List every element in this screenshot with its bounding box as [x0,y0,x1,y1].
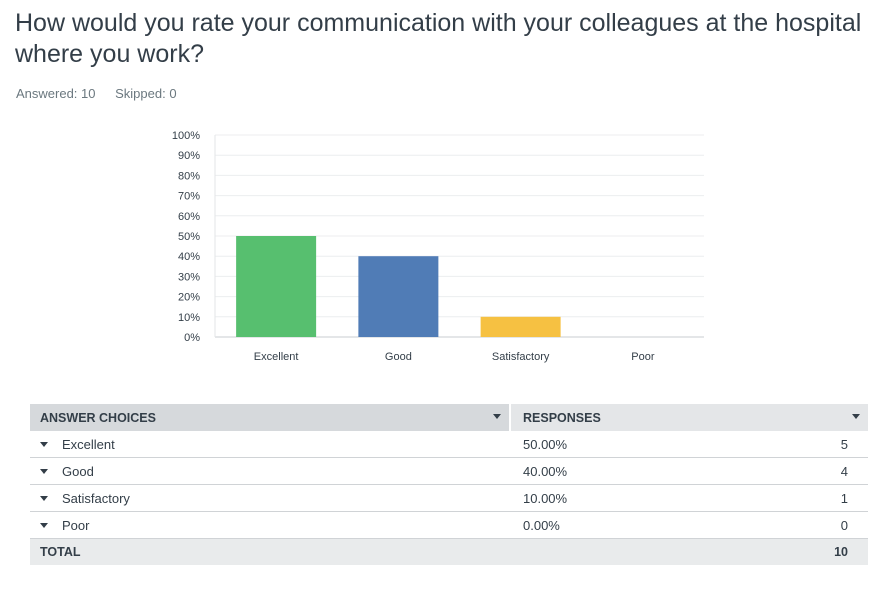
table-row: Excellent 50.00% 5 [30,431,868,458]
response-percent: 50.00% [523,436,568,452]
response-count: 0 [840,517,848,533]
y-tick-label: 0% [184,332,200,344]
bar-good[interactable] [358,256,439,337]
total-row: TOTAL 10 [30,539,868,565]
total-label: TOTAL [40,545,81,559]
choice-label: Poor [62,517,90,533]
bar-excellent[interactable] [236,236,317,337]
y-tick-label: 30% [178,271,200,283]
choice-label: Good [62,463,94,479]
y-tick-label: 60% [178,211,200,223]
table-row: Good 40.00% 4 [30,458,868,485]
y-tick-label: 80% [178,170,200,182]
response-count: 5 [840,436,848,452]
answered-count: Answered: 10 [16,86,96,101]
sort-caret-icon[interactable] [493,414,501,419]
y-tick-label: 100% [172,130,200,142]
table-row: Poor 0.00% 0 [30,512,868,539]
bar-chart: 0% 10% 20% 30% 40% 50% 60% 70% 80% 90% 100% Excelle… [160,124,720,374]
bar-chart-svg: 0% 10% 20% 30% 40% 50% 60% 70% 80% 90% 100% Excelle… [172,130,704,363]
choice-label: Excellent [62,436,115,452]
response-percent: 10.00% [523,490,568,506]
x-category-label: Excellent [254,351,299,363]
responses-header-label: RESPONSES [523,410,601,425]
question-title: How would you rate your communication wi… [15,9,862,68]
expand-caret-icon[interactable] [40,441,48,447]
expand-caret-icon[interactable] [40,522,48,528]
response-count: 1 [840,490,848,506]
bar-satisfactory[interactable] [480,316,561,337]
x-category-label: Good [385,351,412,363]
table-row: Satisfactory 10.00% 1 [30,485,868,512]
y-tick-label: 40% [178,251,200,263]
y-tick-label: 20% [178,292,200,304]
expand-caret-icon[interactable] [40,468,48,474]
responses-table: ANSWER CHOICES RESPONSES Excellent 50.00… [30,404,868,565]
x-category-label: Poor [631,351,655,363]
responses-header[interactable]: RESPONSES [511,404,868,431]
response-count: 4 [840,463,848,479]
response-percent: 40.00% [523,463,568,479]
choice-label: Satisfactory [62,490,130,506]
sort-caret-icon[interactable] [852,414,860,419]
y-tick-label: 10% [178,312,200,324]
y-tick-label: 70% [178,191,200,203]
skipped-count: Skipped: 0 [115,86,177,101]
x-category-label: Satisfactory [492,351,550,363]
answer-choices-header-label: ANSWER CHOICES [40,410,156,425]
y-tick-label: 90% [178,150,200,162]
total-value: 10 [834,545,848,559]
expand-caret-icon[interactable] [40,495,48,501]
table-header: ANSWER CHOICES RESPONSES [30,404,868,431]
answer-choices-header[interactable]: ANSWER CHOICES [30,404,511,431]
response-stats: Answered: 10 Skipped: 0 [16,86,193,101]
y-tick-label: 50% [178,231,200,243]
response-percent: 0.00% [523,517,560,533]
